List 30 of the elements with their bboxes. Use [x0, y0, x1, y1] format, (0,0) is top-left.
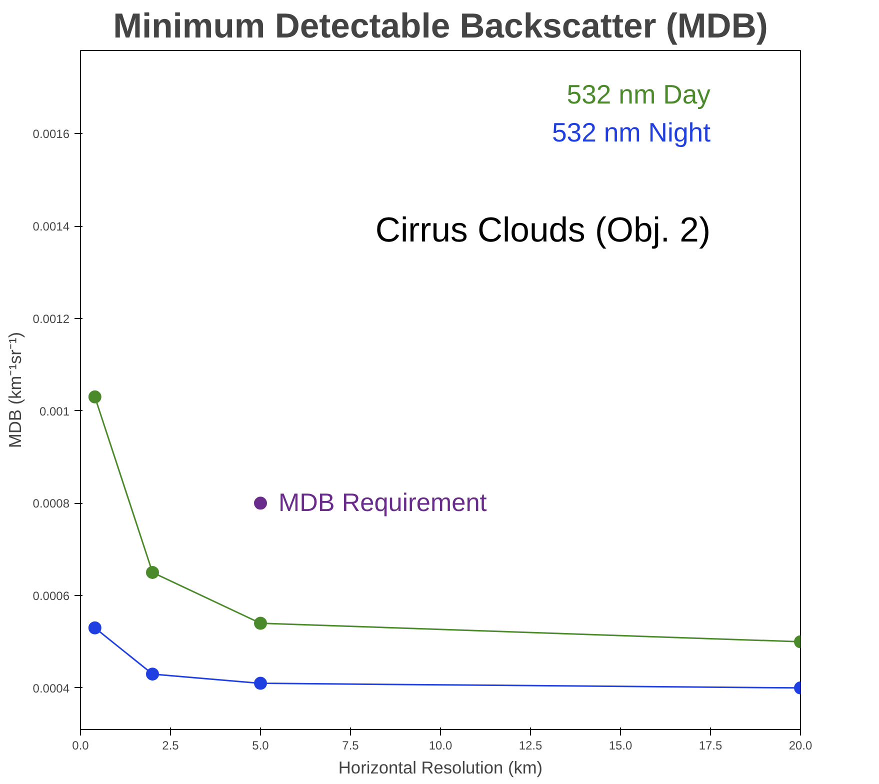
point	[254, 616, 267, 630]
y-tick-label: 0.0016	[32, 127, 70, 142]
x-tick-label: 12.5	[518, 738, 543, 752]
x-tick-label: 2.5	[162, 738, 180, 752]
x-tick-label: 17.5	[698, 738, 723, 752]
y-tick-label: 0.0004	[32, 681, 70, 696]
point	[88, 621, 102, 634]
x-tick-label: 10.0	[428, 738, 453, 752]
x-tick-label: 20.0	[788, 738, 813, 752]
point	[254, 676, 267, 690]
x-tick-label: 5.0	[252, 738, 270, 752]
point	[88, 390, 102, 404]
chart-title: Minimum Detectable Backscatter (MDB)	[113, 8, 768, 46]
point	[254, 496, 267, 510]
y-tick-label: 0.0006	[32, 589, 70, 604]
y-tick-label: 0.0008	[32, 496, 70, 511]
y-tick-label: 0.001	[39, 404, 70, 418]
annotation: Cirrus Clouds (Obj. 2)	[375, 212, 711, 250]
x-axis-title: Horizontal Resolution (km)	[338, 758, 543, 778]
text: 532 nm Night	[552, 118, 712, 148]
x-tick-label: 15.0	[608, 738, 633, 752]
y-axis-title: MDB (km⁻¹sr⁻¹)	[4, 332, 25, 448]
point	[146, 566, 159, 579]
y-tick-label: 0.0012	[32, 312, 70, 326]
point	[146, 668, 159, 681]
series-label: MDB Requirement	[278, 489, 487, 518]
x-tick-label: 0.0	[72, 738, 90, 752]
y-tick-label: 0.0014	[32, 220, 70, 234]
x-tick-label: 7.5	[342, 738, 360, 752]
text: 532 nm Day	[566, 80, 712, 110]
